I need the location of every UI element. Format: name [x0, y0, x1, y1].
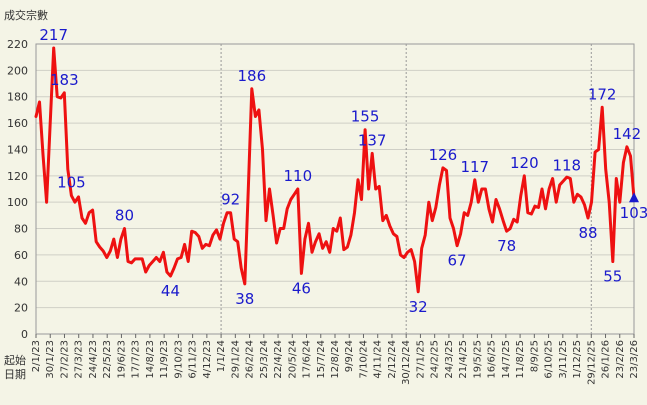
x-tick-label: 1/1/24: [216, 340, 227, 372]
x-tick-label: 30/1/23: [45, 340, 56, 379]
data-label: 172: [588, 85, 617, 103]
y-tick-label: 40: [14, 275, 28, 288]
x-tick-label: 17/7/23: [131, 340, 142, 379]
data-label: 92: [221, 191, 240, 209]
data-label: 183: [50, 71, 79, 89]
x-tick-label: 26/1/26: [601, 340, 612, 379]
series-line-path: [34, 46, 636, 294]
x-tick-label: 6/10/25: [544, 340, 555, 379]
x-tick-label: 21/4/25: [458, 340, 469, 379]
y-tick-label: 0: [21, 328, 28, 341]
x-tick-label: 25/3/24: [259, 340, 270, 379]
data-labels: 217 183 105 80 44 92 38 186 110 46 155 137 32 126 67 11…: [39, 26, 647, 316]
y-tick-label: 100: [7, 196, 28, 209]
data-label: 44: [161, 282, 180, 300]
y-tick-label: 80: [14, 223, 28, 236]
y-tick-label: 160: [7, 117, 28, 130]
x-tick-label: 7/10/24: [358, 340, 369, 379]
x-axis-ticks: 2/1/23 30/1/23 27/2/23 27/3/23 24/4/23 22/5/2…: [31, 334, 640, 385]
x-tick-label: 22/4/24: [273, 340, 284, 379]
x-tick-label: 27/2/23: [59, 340, 70, 379]
x-tick-label: 22/5/23: [102, 340, 113, 379]
x-tick-label: 24/4/23: [88, 340, 99, 379]
y-tick-label: 180: [7, 91, 28, 104]
data-label: 110: [284, 167, 313, 185]
x-tick-label: 14/7/25: [501, 340, 512, 379]
x-tick-label: 4/12/23: [202, 340, 213, 379]
data-label: 105: [57, 174, 86, 192]
x-axis-title-line1: 起始: [4, 353, 26, 367]
x-tick-label: 19/5/25: [472, 340, 483, 379]
x-tick-label: 24/3/25: [444, 340, 455, 379]
plot-frame: [35, 43, 635, 335]
x-tick-label: 11/9/23: [159, 340, 170, 379]
data-label: 126: [429, 146, 458, 164]
y-tick-label: 20: [14, 302, 28, 315]
x-tick-label: 27/1/25: [415, 340, 426, 379]
x-tick-label: 26/2/24: [245, 340, 256, 379]
x-tick-label: 2/1/23: [31, 340, 42, 372]
data-label: 32: [409, 298, 428, 316]
x-tick-label: 17/6/24: [302, 340, 313, 379]
series-line: [34, 46, 636, 294]
data-label: 38: [235, 290, 254, 308]
x-tick-label: 19/6/23: [116, 340, 127, 379]
data-label: 55: [603, 268, 622, 286]
x-tick-label: 1/12/25: [572, 340, 583, 379]
x-tick-label: 2/12/24: [387, 340, 398, 379]
x-tick-label: 11/8/25: [515, 340, 526, 379]
data-label: 67: [448, 252, 467, 270]
x-tick-label: 12/8/24: [330, 340, 341, 379]
y-axis-title-text: 成交宗數: [4, 8, 48, 22]
x-tick-label: 9/9/24: [344, 340, 355, 372]
data-label: 118: [552, 156, 581, 174]
x-tick-label: 20/5/24: [287, 340, 298, 379]
y-tick-label: 220: [7, 38, 28, 51]
x-tick-label: 6/11/23: [188, 340, 199, 379]
data-label: 46: [292, 279, 311, 297]
x-tick-label: 30/12/24: [401, 340, 412, 385]
x-tick-label: 27/3/23: [74, 340, 85, 379]
data-label: 155: [351, 108, 380, 126]
data-label: 80: [115, 207, 134, 225]
x-tick-label: 8/9/25: [529, 340, 540, 372]
x-tick-label: 16/6/25: [487, 340, 498, 379]
y-tick-label: 200: [7, 64, 28, 77]
x-tick-label: 29/12/25: [586, 340, 597, 385]
x-tick-label: 15/7/24: [316, 340, 327, 379]
y-axis-title: 成交宗數: [4, 8, 48, 22]
x-tick-label: 4/11/24: [373, 340, 384, 379]
x-tick-label: 3/11/25: [558, 340, 569, 379]
data-label: 142: [613, 125, 642, 143]
y-tick-label: 140: [7, 143, 28, 156]
data-label: 120: [510, 154, 539, 172]
gridlines: [35, 43, 635, 335]
data-label: 78: [497, 237, 516, 255]
year-separators: [220, 44, 592, 334]
last-point-marker: [629, 192, 639, 203]
y-tick-label: 120: [7, 170, 28, 183]
data-label: 117: [460, 158, 489, 176]
data-label: 217: [39, 26, 68, 44]
data-label: 103: [620, 204, 647, 222]
x-tick-label: 9/10/23: [173, 340, 184, 379]
data-label: 137: [358, 131, 387, 149]
x-tick-label: 29/1/24: [230, 340, 241, 379]
x-axis-title: 起始 日期: [4, 353, 26, 381]
data-label: 186: [238, 67, 267, 85]
x-tick-label: 14/8/23: [145, 340, 156, 379]
y-tick-label: 60: [14, 249, 28, 262]
y-axis-ticks: 0 20 40 60 80 100 120 140 160 180 200 220: [7, 38, 28, 341]
x-tick-label: 24/2/25: [430, 340, 441, 379]
data-label: 88: [578, 224, 597, 242]
x-tick-label: 23/2/26: [615, 340, 626, 379]
x-tick-label: 23/3/26: [629, 340, 640, 379]
x-axis-title-line2: 日期: [4, 368, 26, 381]
